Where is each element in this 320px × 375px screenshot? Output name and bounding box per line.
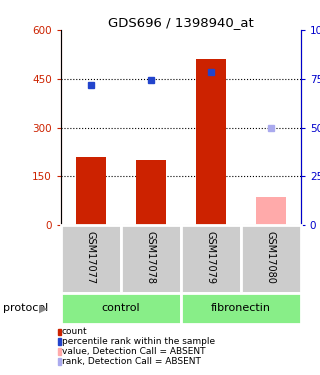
Bar	[181, 292, 301, 324]
Text: protocol: protocol	[3, 303, 48, 313]
Bar	[121, 225, 181, 292]
Text: fibronectin: fibronectin	[211, 303, 271, 313]
Text: value, Detection Call = ABSENT: value, Detection Call = ABSENT	[62, 347, 205, 356]
Text: GSM17078: GSM17078	[146, 231, 156, 284]
Bar	[61, 292, 181, 324]
Bar	[76, 157, 106, 225]
Bar	[136, 160, 166, 225]
Bar	[61, 225, 121, 292]
Text: GSM17077: GSM17077	[86, 231, 96, 284]
Text: count: count	[62, 327, 87, 336]
Text: ▶: ▶	[39, 303, 47, 313]
Text: rank, Detection Call = ABSENT: rank, Detection Call = ABSENT	[62, 357, 201, 366]
Bar	[241, 225, 301, 292]
Bar	[196, 59, 226, 225]
Text: GSM17079: GSM17079	[206, 231, 216, 284]
Text: percentile rank within the sample: percentile rank within the sample	[62, 337, 215, 346]
Title: GDS696 / 1398940_at: GDS696 / 1398940_at	[108, 16, 254, 29]
Text: control: control	[101, 303, 140, 313]
Text: GSM17080: GSM17080	[266, 231, 276, 284]
Bar	[181, 225, 241, 292]
Bar	[256, 197, 286, 225]
